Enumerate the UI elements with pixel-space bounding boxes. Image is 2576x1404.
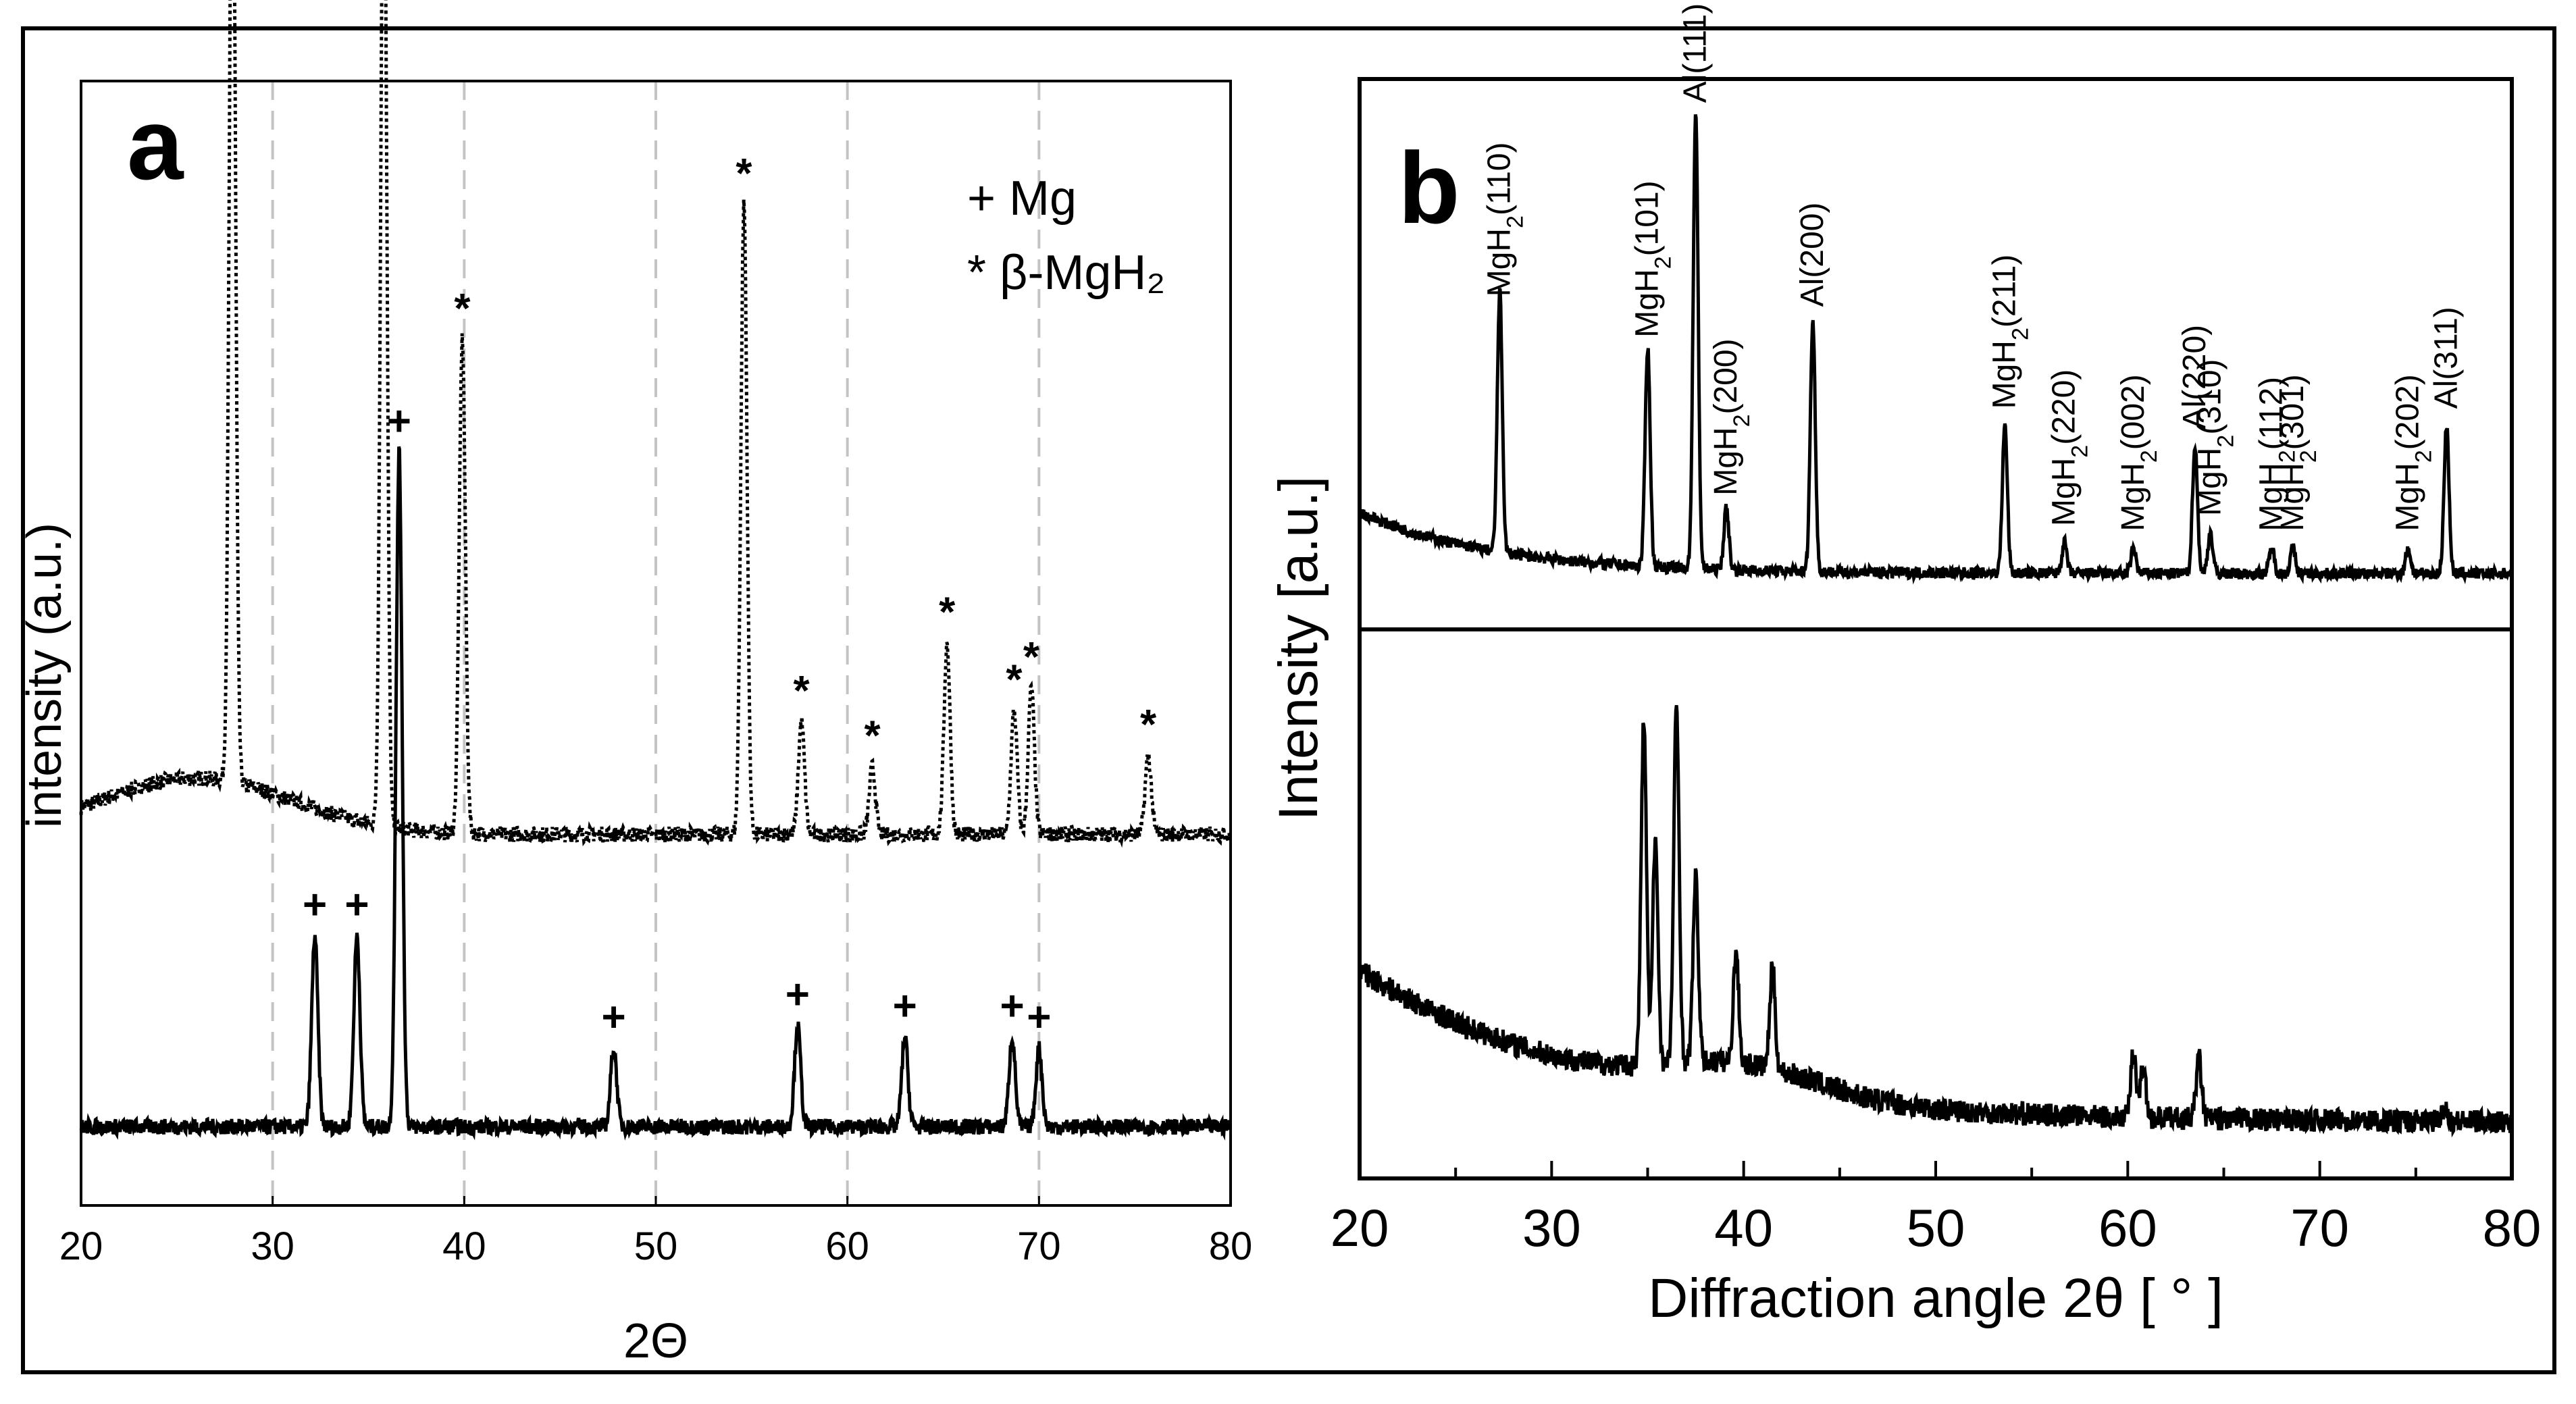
- panel-b-y-axis-label: Intensity [a.u.]: [1268, 476, 1329, 821]
- mg-peak-marker: +: [601, 994, 625, 1041]
- panel-b-tick-label: 20: [1331, 1198, 1389, 1257]
- peak-label: Al(200): [1795, 203, 1830, 307]
- mg-peak-marker: +: [1000, 983, 1025, 1029]
- panel-b-letter: b: [1398, 131, 1460, 244]
- mg-peak-marker: +: [387, 398, 411, 444]
- panel-a-y-axis-label: intensity (a.u.): [18, 523, 72, 828]
- panel-a-tick-label: 80: [1209, 1224, 1253, 1268]
- panel-a-x-ticks: 20 30 40 50 60 70 80: [59, 1196, 1253, 1268]
- mgh2-peak-marker: *: [1006, 656, 1023, 703]
- legend-entry-mgh2: * β-MgH₂: [967, 246, 1165, 300]
- panel-b-tick-label: 40: [1714, 1198, 1773, 1257]
- panel-a-tick-label: 30: [251, 1224, 294, 1268]
- mgh2-peak-marker: *: [864, 713, 881, 760]
- panel-a-grid: [271, 81, 1041, 1205]
- figure-border: [21, 26, 2556, 1374]
- panel-a-tick-label: 60: [825, 1224, 869, 1268]
- panel-b-traces: [1358, 114, 2513, 1138]
- panel-a-tick-label: 40: [442, 1224, 486, 1268]
- panel-a-tick-label: 50: [634, 1224, 678, 1268]
- panel-a-peak-markers: **********++++++++: [303, 151, 1157, 1041]
- panel-b-tick-label: 70: [2290, 1198, 2349, 1257]
- panel-b-x-axis-label: Diffraction angle 2θ [ ° ]: [1648, 1268, 2223, 1329]
- series-line: [79, 0, 1232, 848]
- mg-peak-marker: +: [344, 881, 369, 928]
- mg-peak-marker: +: [303, 881, 327, 928]
- panel-b-tick-label: 30: [1522, 1198, 1581, 1257]
- panel-a-traces: [79, 0, 1232, 1141]
- panel-b-x-ticks: 20 30 40 50 60 70 80: [1331, 1161, 2542, 1257]
- panel-a-letter: a: [127, 87, 184, 201]
- panel-a-tick-label: 20: [59, 1224, 103, 1268]
- mg-peak-marker: +: [1027, 994, 1051, 1041]
- legend-entry-mg: + Mg: [967, 172, 1077, 226]
- panel-a-x-axis-label: 2Θ: [623, 1314, 688, 1368]
- panel-a-tick-label: 70: [1017, 1224, 1061, 1268]
- panel-a-legend: + Mg * β-MgH₂: [967, 172, 1165, 300]
- mgh2-peak-marker: *: [1023, 634, 1040, 681]
- mg-peak-marker: +: [893, 983, 917, 1029]
- series-line: [1358, 705, 2513, 1138]
- mgh2-peak-marker: *: [1140, 702, 1157, 748]
- mgh2-peak-marker: *: [794, 668, 810, 714]
- mgh2-peak-marker: *: [454, 286, 471, 332]
- series-line: [79, 446, 1232, 1141]
- mg-peak-marker: +: [785, 972, 810, 1018]
- panel-b-tick-label: 50: [1907, 1198, 1965, 1257]
- panel-b-tick-label: 60: [2098, 1198, 2157, 1257]
- peak-label: Al(111): [1678, 3, 1714, 103]
- mgh2-peak-marker: *: [939, 590, 956, 636]
- peak-label: Al(311): [2428, 307, 2464, 409]
- peak-label: Al(220): [2177, 325, 2213, 430]
- panel-b-tick-label: 80: [2483, 1198, 2542, 1257]
- series-line: [1358, 114, 2513, 585]
- mgh2-peak-marker: *: [736, 151, 752, 197]
